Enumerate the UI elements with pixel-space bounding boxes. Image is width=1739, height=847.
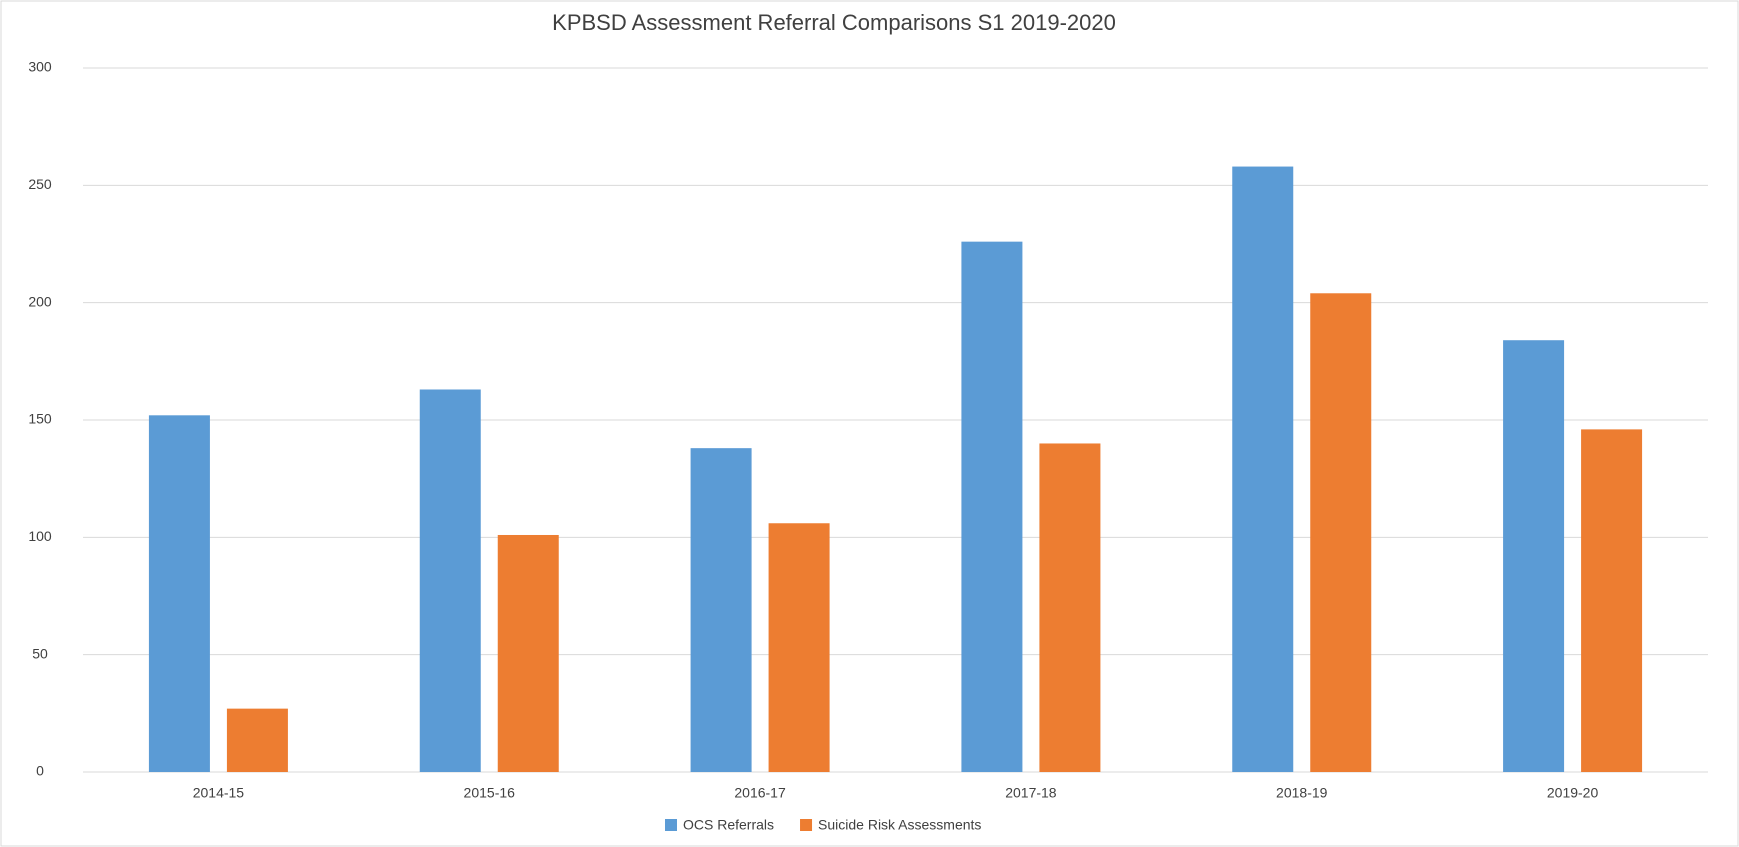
y-tick-label: 100	[28, 528, 52, 544]
bar	[768, 523, 830, 772]
legend-label: OCS Referrals	[683, 817, 774, 833]
legend-swatch	[800, 819, 813, 831]
x-tick-label: 2017-18	[1005, 785, 1057, 801]
x-tick-label: 2016-17	[734, 785, 786, 801]
chart-title: KPBSD Assessment Referral Comparisons S1…	[552, 10, 1116, 35]
legend-swatch	[665, 819, 677, 831]
bar	[961, 241, 1023, 773]
legend-label: Suicide Risk Assessments	[818, 817, 981, 833]
y-tick-label: 300	[28, 59, 52, 75]
bar	[419, 389, 481, 772]
bar	[148, 415, 210, 772]
x-tick-label: 2014-15	[193, 785, 245, 801]
bar	[1039, 443, 1101, 772]
bar	[1232, 166, 1294, 772]
bar	[1503, 340, 1565, 772]
y-tick-label: 0	[36, 763, 44, 779]
y-tick-label: 250	[28, 176, 52, 192]
bar	[1310, 293, 1372, 772]
bar	[497, 534, 559, 772]
bar	[690, 448, 752, 772]
y-tick-label: 150	[28, 411, 52, 427]
y-tick-label: 200	[28, 293, 52, 309]
x-tick-label: 2019-20	[1547, 785, 1599, 801]
y-tick-label: 50	[32, 645, 48, 661]
x-tick-label: 2015-16	[464, 785, 516, 801]
bar	[1581, 429, 1643, 772]
bar	[226, 708, 288, 772]
x-tick-label: 2018-19	[1276, 785, 1328, 801]
